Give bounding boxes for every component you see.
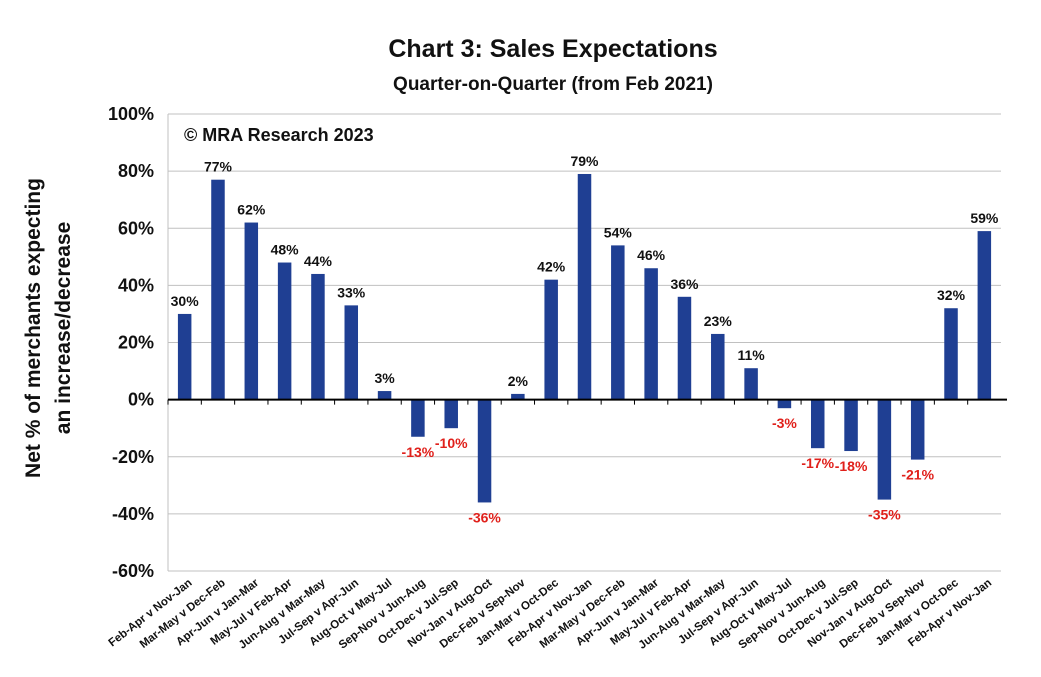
bar [544,279,558,400]
y-tick-label: 60% [118,218,154,238]
data-label: 3% [374,370,395,386]
y-axis-label-line1: Net % of merchants expecting [22,178,45,478]
data-labels: 30% 77% 62% 48%44%33% 3% -13%-10% -36% 2% 42% 79%… [171,153,999,525]
bar [744,368,758,400]
bar [677,296,692,400]
data-label: 48% [271,242,300,258]
bar [177,313,192,400]
data-label: 32% [937,287,966,303]
data-label: 54% [604,224,633,240]
bar [277,262,292,400]
data-label: 44% [304,253,333,269]
y-axis-label: Net % of merchants expecting an increase… [22,178,75,478]
bar [411,399,425,437]
bar [377,391,392,400]
data-label: 79% [570,153,599,169]
data-label: 11% [737,347,765,363]
bar [910,399,925,460]
y-tick-label: -60% [112,561,154,581]
bars [177,173,992,503]
bar [711,333,725,400]
bar [944,308,958,400]
chart-subtitle: Quarter-on-Quarter (from Feb 2021) [393,74,713,95]
y-axis-label-line2: an increase/decrease [52,222,75,434]
bar [444,399,458,429]
bar [211,179,225,400]
bar [477,399,492,503]
y-axis-ticks: -60% -40% -20% 0% 20% 40% 60% 80% 100% [108,104,154,581]
bar [611,245,625,400]
bar [977,231,992,400]
y-tick-label: 0% [128,390,154,410]
bar [877,399,892,500]
data-label: 62% [237,202,266,218]
data-label: -3% [772,415,797,431]
bar [577,173,592,400]
data-label: -21% [901,467,934,483]
y-tick-label: 40% [118,275,154,295]
y-tick-label: 20% [118,333,154,353]
data-label: 77% [204,159,233,175]
data-label: -17% [801,455,834,471]
bar [644,268,658,400]
bar [344,305,359,400]
y-tick-label: -40% [112,504,154,524]
data-label: -13% [402,444,435,460]
data-label: -35% [868,507,901,523]
data-label: -36% [468,509,501,525]
data-label: 36% [670,276,699,292]
copyright-annotation: © MRA Research 2023 [184,125,374,145]
data-label: 59% [970,210,999,226]
data-label: 23% [704,313,733,329]
bar [311,273,325,400]
data-label: -18% [835,458,868,474]
bar [244,222,259,400]
bar [844,399,858,452]
y-tick-label: 100% [108,104,154,124]
data-label: 30% [171,293,200,309]
data-label: 33% [337,284,366,300]
y-tick-label: -20% [112,447,154,467]
data-label: -10% [435,435,468,451]
bar [511,393,525,400]
data-label: 46% [637,247,666,263]
y-tick-label: 80% [118,161,154,181]
bar [777,399,792,409]
bar [810,399,825,449]
chart-title: Chart 3: Sales Expectations [388,35,717,63]
data-label: 42% [537,259,566,275]
data-label: 2% [508,373,529,389]
